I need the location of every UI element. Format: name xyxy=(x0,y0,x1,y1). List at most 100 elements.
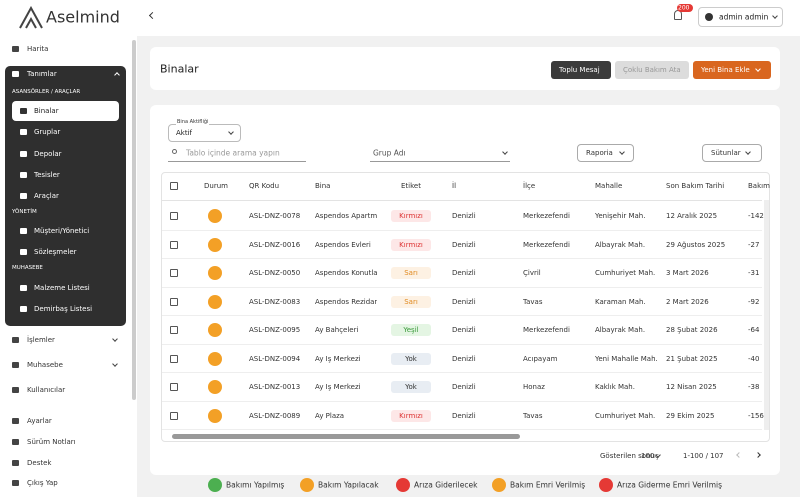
checkbox[interactable] xyxy=(170,240,178,249)
checkbox[interactable] xyxy=(170,212,178,220)
cell: Acıpayam xyxy=(523,354,558,363)
user-menu[interactable] xyxy=(698,7,783,27)
checkbox[interactable] xyxy=(170,383,178,391)
columns-button[interactable] xyxy=(702,144,762,162)
cell: Denizli xyxy=(452,240,476,249)
menu-item[interactable]: Depolar xyxy=(34,150,62,158)
underline xyxy=(168,161,306,162)
h-scrollbar xyxy=(172,434,520,439)
cell: ASL-DNZ-0094 xyxy=(249,354,301,363)
tag-label: Yeşil xyxy=(403,326,419,334)
tag xyxy=(391,324,431,336)
cell: Kaklık Mah. xyxy=(595,383,635,391)
cell: Ay Iş Merkezi xyxy=(315,354,361,363)
menu-item[interactable]: Müşteri/Yönetici xyxy=(34,227,90,235)
tag-label: Sarı xyxy=(404,297,418,306)
cell: Aspendos Konutla xyxy=(315,269,377,277)
pagination-label: Gösterilen sonuç xyxy=(600,452,659,460)
menu-item[interactable]: Ayarlar xyxy=(27,417,52,425)
cell: ASL-DNZ-0013 xyxy=(249,383,301,391)
menu-icon xyxy=(12,460,19,466)
cell: Tavas xyxy=(523,411,543,420)
cell: Yeni Mahalle Mah. xyxy=(595,354,658,363)
menu-item[interactable]: Muhasebe xyxy=(27,361,63,369)
checkbox[interactable] xyxy=(170,326,178,334)
menu-item[interactable]: Kullanıcılar xyxy=(27,386,66,394)
status-dot xyxy=(208,323,222,337)
menu-icon xyxy=(20,151,27,157)
checkbox[interactable] xyxy=(170,297,178,306)
cell: Denizli xyxy=(452,269,476,277)
cell: Albayrak Mah. xyxy=(595,240,646,249)
search-input[interactable]: Tablo içinde arama yapın xyxy=(186,148,280,158)
button-label: Toplu Mesaj xyxy=(559,66,600,74)
cell: -142 xyxy=(748,212,764,220)
tag xyxy=(391,352,431,365)
checkbox[interactable] xyxy=(170,269,178,277)
cell: 3 Mart 2026 xyxy=(666,269,709,277)
column-header: QR Kodu xyxy=(249,182,280,190)
page-size[interactable]: 100 xyxy=(641,452,655,460)
cell: ASL-DNZ-0050 xyxy=(249,269,301,277)
cell: Denizli xyxy=(452,212,476,220)
menu-item[interactable]: Araçlar xyxy=(34,192,59,200)
legend-icon xyxy=(208,478,222,492)
menu-item[interactable]: Sözleşmeler xyxy=(34,248,77,256)
menu-group-title: MUHASEBE xyxy=(12,265,43,271)
menu-icon xyxy=(12,46,19,52)
user-icon xyxy=(705,13,713,21)
tag-label: Kırmızı xyxy=(399,212,423,220)
cell: -92 xyxy=(748,297,760,306)
checkbox[interactable] xyxy=(170,354,178,363)
status-dot xyxy=(208,351,222,366)
cell: 21 Şubat 2025 xyxy=(666,354,718,363)
tag-label: Yok xyxy=(405,354,417,363)
cell: 29 Ağustos 2025 xyxy=(666,240,726,249)
button[interactable] xyxy=(693,61,771,79)
menu-item[interactable]: Tesisler xyxy=(34,171,60,179)
menu-item[interactable]: İşlemler xyxy=(27,336,55,344)
menu-item[interactable]: Çıkış Yap xyxy=(27,479,58,487)
user-name: admin admin xyxy=(719,12,769,22)
report-button[interactable] xyxy=(577,144,634,162)
tag xyxy=(391,210,431,222)
row-divider xyxy=(162,200,762,201)
menu-icon xyxy=(20,193,27,199)
row-divider xyxy=(162,429,762,430)
legend-label: Bakımı Yapılmış xyxy=(226,480,285,490)
menu-item[interactable]: Destek xyxy=(27,459,52,467)
cell: Cumhuriyet Mah. xyxy=(595,411,656,420)
menu-item[interactable]: Harita xyxy=(27,45,49,53)
page-range: 1-100 / 107 xyxy=(683,452,724,460)
menu-item[interactable]: Binalar xyxy=(34,107,59,115)
cell: ASL-DNZ-0078 xyxy=(249,212,301,220)
menu-item[interactable]: Sürüm Notları xyxy=(27,438,76,446)
legend-label: Arıza Giderme Emri Verilmiş xyxy=(617,480,723,490)
menu-icon xyxy=(20,108,27,114)
tag-label: Kırmızı xyxy=(399,240,423,249)
menu-item[interactable]: Malzeme Listesi xyxy=(34,284,90,292)
menu-icon xyxy=(20,228,27,234)
cell: Albayrak Mah. xyxy=(595,326,646,334)
cell: Honaz xyxy=(523,383,545,391)
button[interactable] xyxy=(551,61,611,79)
cell: Yenişehir Mah. xyxy=(595,212,646,220)
column-header: İl xyxy=(452,182,457,190)
cell: 12 Nisan 2025 xyxy=(666,383,717,391)
group-select[interactable]: Grup Adı xyxy=(373,148,406,158)
cell: -64 xyxy=(748,326,760,334)
column-header: Etiket xyxy=(401,182,421,190)
legend-icon xyxy=(396,478,410,492)
checkbox[interactable] xyxy=(170,182,178,190)
checkbox[interactable] xyxy=(170,411,178,420)
cell: 2 Mart 2026 xyxy=(666,297,709,306)
tag xyxy=(391,238,431,251)
status-dot xyxy=(208,237,222,252)
legend-icon xyxy=(300,478,314,492)
menu-item[interactable]: Demirbaş Listesi xyxy=(34,305,93,313)
button-label: Çoklu Bakım Ata xyxy=(623,66,681,74)
tag xyxy=(391,381,431,393)
menu-item[interactable]: Gruplar xyxy=(34,128,61,136)
select-label: Bina Aktifliği xyxy=(176,119,210,125)
